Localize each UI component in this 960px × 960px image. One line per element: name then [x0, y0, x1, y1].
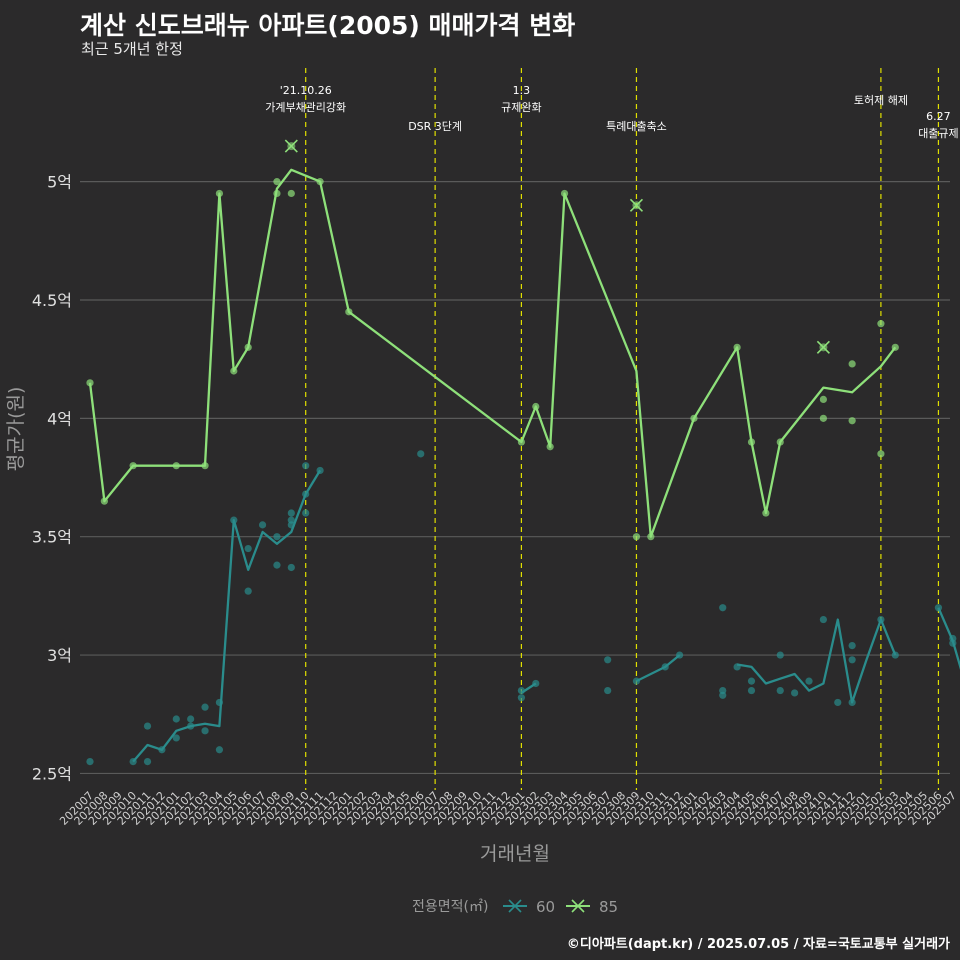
data-point-60: [747, 686, 756, 695]
legend-key-x: [571, 899, 585, 913]
data-point-60: [747, 677, 756, 685]
x-marker-stroke: [284, 139, 298, 153]
x-axis-title: 거래년월: [480, 843, 550, 865]
series-line-60: [132, 469, 322, 763]
data-point-85: [877, 320, 885, 328]
data-point-60: [273, 561, 281, 569]
data-point-85: [819, 414, 827, 422]
data-point-60: [791, 689, 799, 697]
legend-label: 85: [599, 898, 618, 916]
y-tick-label: 4.5억: [32, 291, 72, 310]
legend-title: 전용면적(㎡): [412, 899, 488, 915]
x-marker-85: [816, 340, 830, 354]
data-point-60: [201, 727, 209, 735]
legend-item-85: 85: [566, 898, 618, 916]
y-tick-label: 4억: [47, 409, 72, 428]
data-point-60: [244, 544, 252, 553]
data-point-60: [776, 686, 784, 695]
data-point-85: [819, 395, 827, 404]
data-point-60: [215, 746, 224, 754]
x-marker-stroke: [816, 340, 830, 354]
data-point-85: [848, 360, 856, 368]
data-point-60: [417, 450, 425, 458]
chart-subtitle: 최근 5개년 한정: [81, 40, 183, 58]
legend-label: 60: [536, 898, 555, 916]
y-tick-label: 3.5억: [32, 528, 72, 547]
data-point-60: [719, 604, 727, 612]
y-tick-label: 2.5억: [32, 764, 72, 783]
data-point-85: [287, 189, 295, 198]
event-label: 규제완화: [501, 101, 541, 114]
data-point-60: [776, 651, 784, 659]
data-point-85: [877, 450, 885, 458]
event-label: 6.27: [926, 110, 951, 123]
data-point-60: [244, 587, 252, 595]
x-marker-85: [629, 198, 644, 212]
chart-title: 계산 신도브래뉴 아파트(2005) 매매가격 변화: [80, 11, 576, 40]
data-point-60: [287, 509, 295, 517]
series-line-60: [520, 682, 537, 694]
data-point-60: [143, 722, 152, 730]
data-point-60: [517, 694, 526, 702]
event-label: 대출규제: [918, 127, 958, 140]
data-point-60: [258, 521, 267, 529]
legend-item-60: 60: [503, 898, 555, 916]
data-point-85: [632, 533, 641, 541]
data-point-60: [604, 686, 612, 695]
data-point-60: [287, 563, 295, 572]
data-point-60: [819, 615, 827, 624]
data-point-60: [273, 533, 281, 541]
event-label: 특례대출축소: [606, 120, 667, 133]
data-point-60: [187, 715, 195, 723]
data-point-60: [86, 757, 94, 766]
data-point-60: [604, 656, 612, 664]
data-point-60: [143, 757, 152, 766]
data-point-60: [172, 734, 180, 742]
y-axis-title: 평균가(원): [5, 387, 27, 472]
data-point-60: [302, 462, 310, 470]
event-label: 가계부채관리강화: [265, 101, 346, 114]
data-point-60: [201, 703, 209, 711]
legend-key-x: [508, 899, 522, 913]
y-tick-label: 5억: [47, 173, 72, 192]
data-point-60: [805, 677, 813, 685]
x-marker-stroke: [629, 198, 644, 212]
data-point-60: [848, 642, 856, 650]
event-label: '21.10.26: [280, 84, 332, 97]
data-point-60: [848, 656, 856, 664]
event-label: DSR 3단계: [408, 120, 462, 133]
series-line-60: [635, 654, 681, 683]
source-caption: ©디아파트(dapt.kr) / 2025.07.05 / 자료=국토교통부 실…: [566, 937, 950, 952]
series-line-60: [736, 618, 897, 704]
data-point-60: [719, 691, 727, 699]
y-tick-label: 3억: [47, 646, 72, 665]
series-line-85: [88, 168, 897, 538]
x-marker-85: [284, 139, 298, 153]
data-point-60: [172, 715, 180, 723]
data-point-60: [834, 698, 842, 707]
series-line-60: [937, 607, 960, 670]
data-point-85: [848, 417, 856, 425]
event-label: 토허제 해제: [854, 93, 908, 107]
data-point-85: [273, 178, 281, 186]
data-point-60: [302, 509, 310, 517]
event-label: 1.3: [513, 84, 531, 97]
